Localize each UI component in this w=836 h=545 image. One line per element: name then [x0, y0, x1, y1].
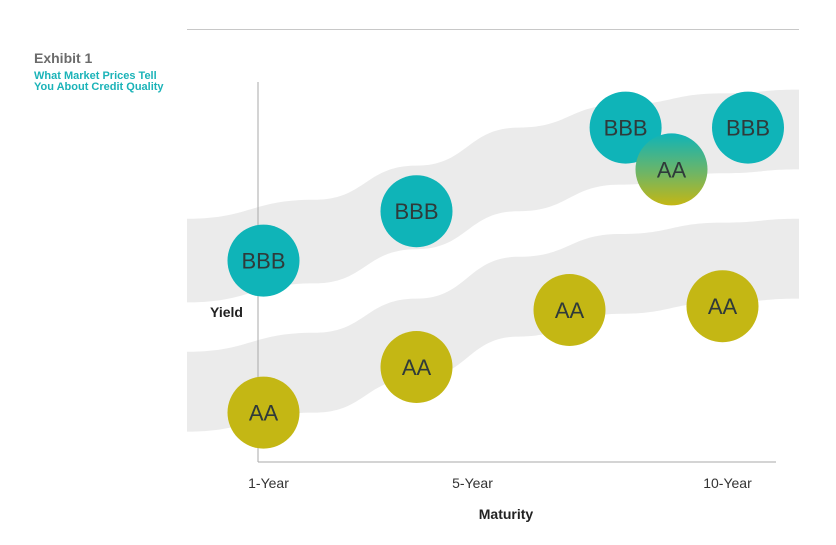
aa-bubble: AA — [227, 376, 300, 449]
y-axis-title: Yield — [210, 304, 243, 320]
bubbles-layer: BBB BBB BBB BBB AA AA AA AA AA — [227, 91, 784, 449]
bbb-bubble: BBB — [227, 224, 300, 297]
x-axis-title: Maturity — [479, 506, 534, 522]
aa-point — [533, 274, 606, 346]
x-tick-label: 5-Year — [452, 475, 493, 491]
aa-bubble: AA — [533, 274, 606, 346]
aa-bubble: AA — [635, 133, 708, 206]
aa-point-label: AA — [249, 401, 279, 426]
aa-point — [227, 376, 300, 449]
aa-point-label: AA — [657, 157, 687, 182]
aa-bubble: AA — [380, 331, 453, 403]
bbb-point-label: BBB — [604, 116, 648, 141]
aa-bubble: AA — [686, 270, 759, 343]
aa-point — [635, 133, 708, 206]
bbb-point — [227, 224, 300, 297]
aa-point-label: AA — [402, 355, 432, 380]
x-tick-label: 10-Year — [703, 475, 752, 491]
x-ticks: 1-Year 5-Year 10-Year — [248, 475, 752, 491]
bbb-bubble: BBB — [712, 91, 784, 164]
bbb-bubble: BBB — [380, 175, 453, 248]
x-tick-label: 1-Year — [248, 475, 289, 491]
aa-point-label: AA — [555, 298, 585, 323]
top-divider — [187, 29, 799, 30]
bbb-point-label: BBB — [726, 116, 770, 141]
bbb-point — [589, 91, 662, 164]
bbb-point-label: BBB — [394, 199, 438, 224]
bbb-point-label: BBB — [241, 249, 285, 274]
aa-point — [686, 270, 759, 343]
aa-band — [187, 218, 799, 432]
bbb-point — [712, 91, 784, 164]
exhibit-label: Exhibit 1 — [34, 50, 93, 66]
bbb-bubble: BBB — [589, 91, 662, 164]
aa-point — [380, 331, 453, 403]
exhibit-subtitle: What Market Prices Tell You About Credit… — [34, 70, 164, 93]
aa-point-label: AA — [708, 294, 738, 319]
bbb-point — [380, 175, 453, 248]
